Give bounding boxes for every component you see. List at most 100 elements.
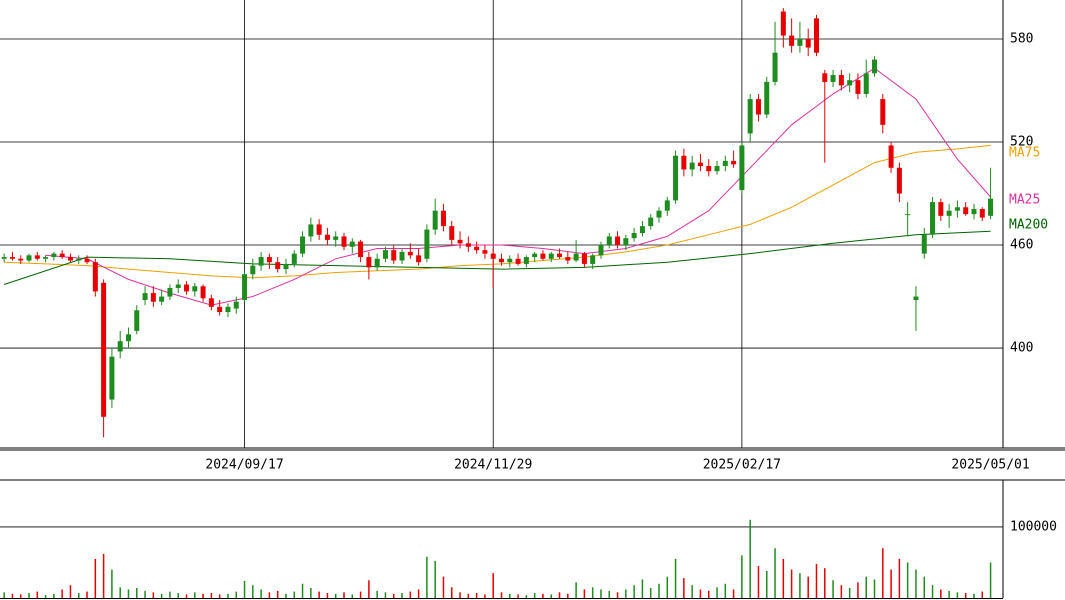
candle-body [905, 214, 911, 216]
candle-body [590, 255, 596, 264]
candle-body [101, 282, 107, 417]
candle-body [134, 310, 140, 331]
x-tick-label: 2025/05/01 [951, 458, 1029, 473]
volume-bar [3, 592, 5, 598]
candle-body [797, 38, 803, 46]
candle-body [838, 75, 844, 86]
volume-bar [981, 591, 984, 598]
candle-body [167, 287, 173, 297]
volume-bar [865, 576, 867, 598]
candle-body [366, 257, 372, 268]
volume-bar [11, 593, 14, 598]
candle-body [159, 296, 165, 302]
candle-body [772, 52, 778, 82]
volume-bar [401, 593, 403, 598]
candle-body [407, 251, 413, 256]
candle-body [731, 160, 737, 165]
volume-bar [177, 593, 179, 598]
candle-body [631, 233, 637, 239]
candle-body [109, 356, 115, 400]
candle-body [963, 207, 969, 215]
candle-body [92, 262, 98, 292]
volume-bar [243, 580, 246, 598]
volume-bar [741, 555, 743, 598]
volume-bar [857, 582, 859, 598]
y-tick-label: 400 [1010, 341, 1033, 356]
candle-body [316, 224, 322, 235]
volume-bar [882, 548, 884, 598]
y-tick-label: 520 [1010, 135, 1033, 150]
candle-body [896, 167, 902, 194]
candle-body [490, 253, 496, 259]
candle-body [457, 239, 463, 244]
volume-bar [699, 589, 702, 598]
volume-bar [144, 590, 146, 598]
candle-body [416, 255, 422, 263]
candle-body [300, 236, 306, 254]
volume-bar [732, 589, 735, 598]
volume-bar [451, 587, 453, 598]
volume-bar [136, 588, 138, 598]
candle-body [242, 274, 248, 300]
candle-body [697, 162, 703, 167]
volume-bar [467, 593, 470, 598]
candle-body [880, 99, 886, 125]
candle-body [764, 81, 770, 115]
volume-bar [666, 576, 669, 598]
candle-body [67, 257, 73, 261]
candle-body [565, 257, 571, 261]
legend-label: MA25 [1009, 193, 1040, 208]
volume-bar [633, 585, 635, 598]
candle-body [507, 258, 513, 263]
volume-bar [301, 583, 304, 598]
candle-body [722, 160, 728, 167]
candle-body [548, 253, 554, 259]
candle-body [51, 253, 57, 258]
volume-bar [782, 558, 785, 598]
candle-body [192, 286, 198, 292]
volume-bar [368, 580, 370, 598]
volume-bar [956, 592, 959, 598]
volume-bar [310, 588, 312, 598]
candle-body [813, 18, 819, 53]
candle-body [84, 258, 90, 263]
volume-bar [285, 593, 287, 598]
volume-bar [674, 558, 677, 598]
volume-bar [616, 592, 619, 598]
volume-bar [459, 592, 461, 598]
x-tick-label: 2025/02/17 [703, 458, 781, 473]
volume-bar [641, 579, 644, 598]
volume-bar [334, 593, 337, 598]
candle-body [233, 301, 239, 309]
volume-bar [19, 594, 22, 598]
candle-body [706, 166, 712, 172]
volume-bar [127, 589, 130, 598]
volume-bar [500, 592, 503, 598]
candle-body [780, 11, 786, 36]
volume-bar [426, 556, 428, 598]
candle-body [681, 155, 687, 170]
candle-body [482, 250, 488, 254]
volume-bar [824, 568, 826, 598]
volume-bar [152, 592, 155, 598]
volume-bar [848, 588, 851, 598]
candle-body [656, 210, 662, 218]
volume-bar [119, 587, 121, 598]
volume-bar [69, 585, 72, 598]
volume-bar [318, 591, 320, 598]
volume-bar [376, 590, 378, 598]
candle-body [930, 202, 936, 235]
candle-body [557, 253, 563, 258]
volume-bar [484, 594, 486, 598]
volume-bar [44, 595, 47, 598]
candle-body [523, 257, 529, 264]
volume-bar [757, 566, 760, 598]
candle-body [250, 265, 256, 275]
candle-body [847, 80, 853, 86]
volume-bar [890, 569, 892, 598]
volume-bar [940, 589, 942, 598]
candle-body [532, 253, 538, 258]
volume-bar [442, 576, 445, 598]
candle-body [34, 255, 40, 259]
volume-bar [326, 593, 329, 598]
